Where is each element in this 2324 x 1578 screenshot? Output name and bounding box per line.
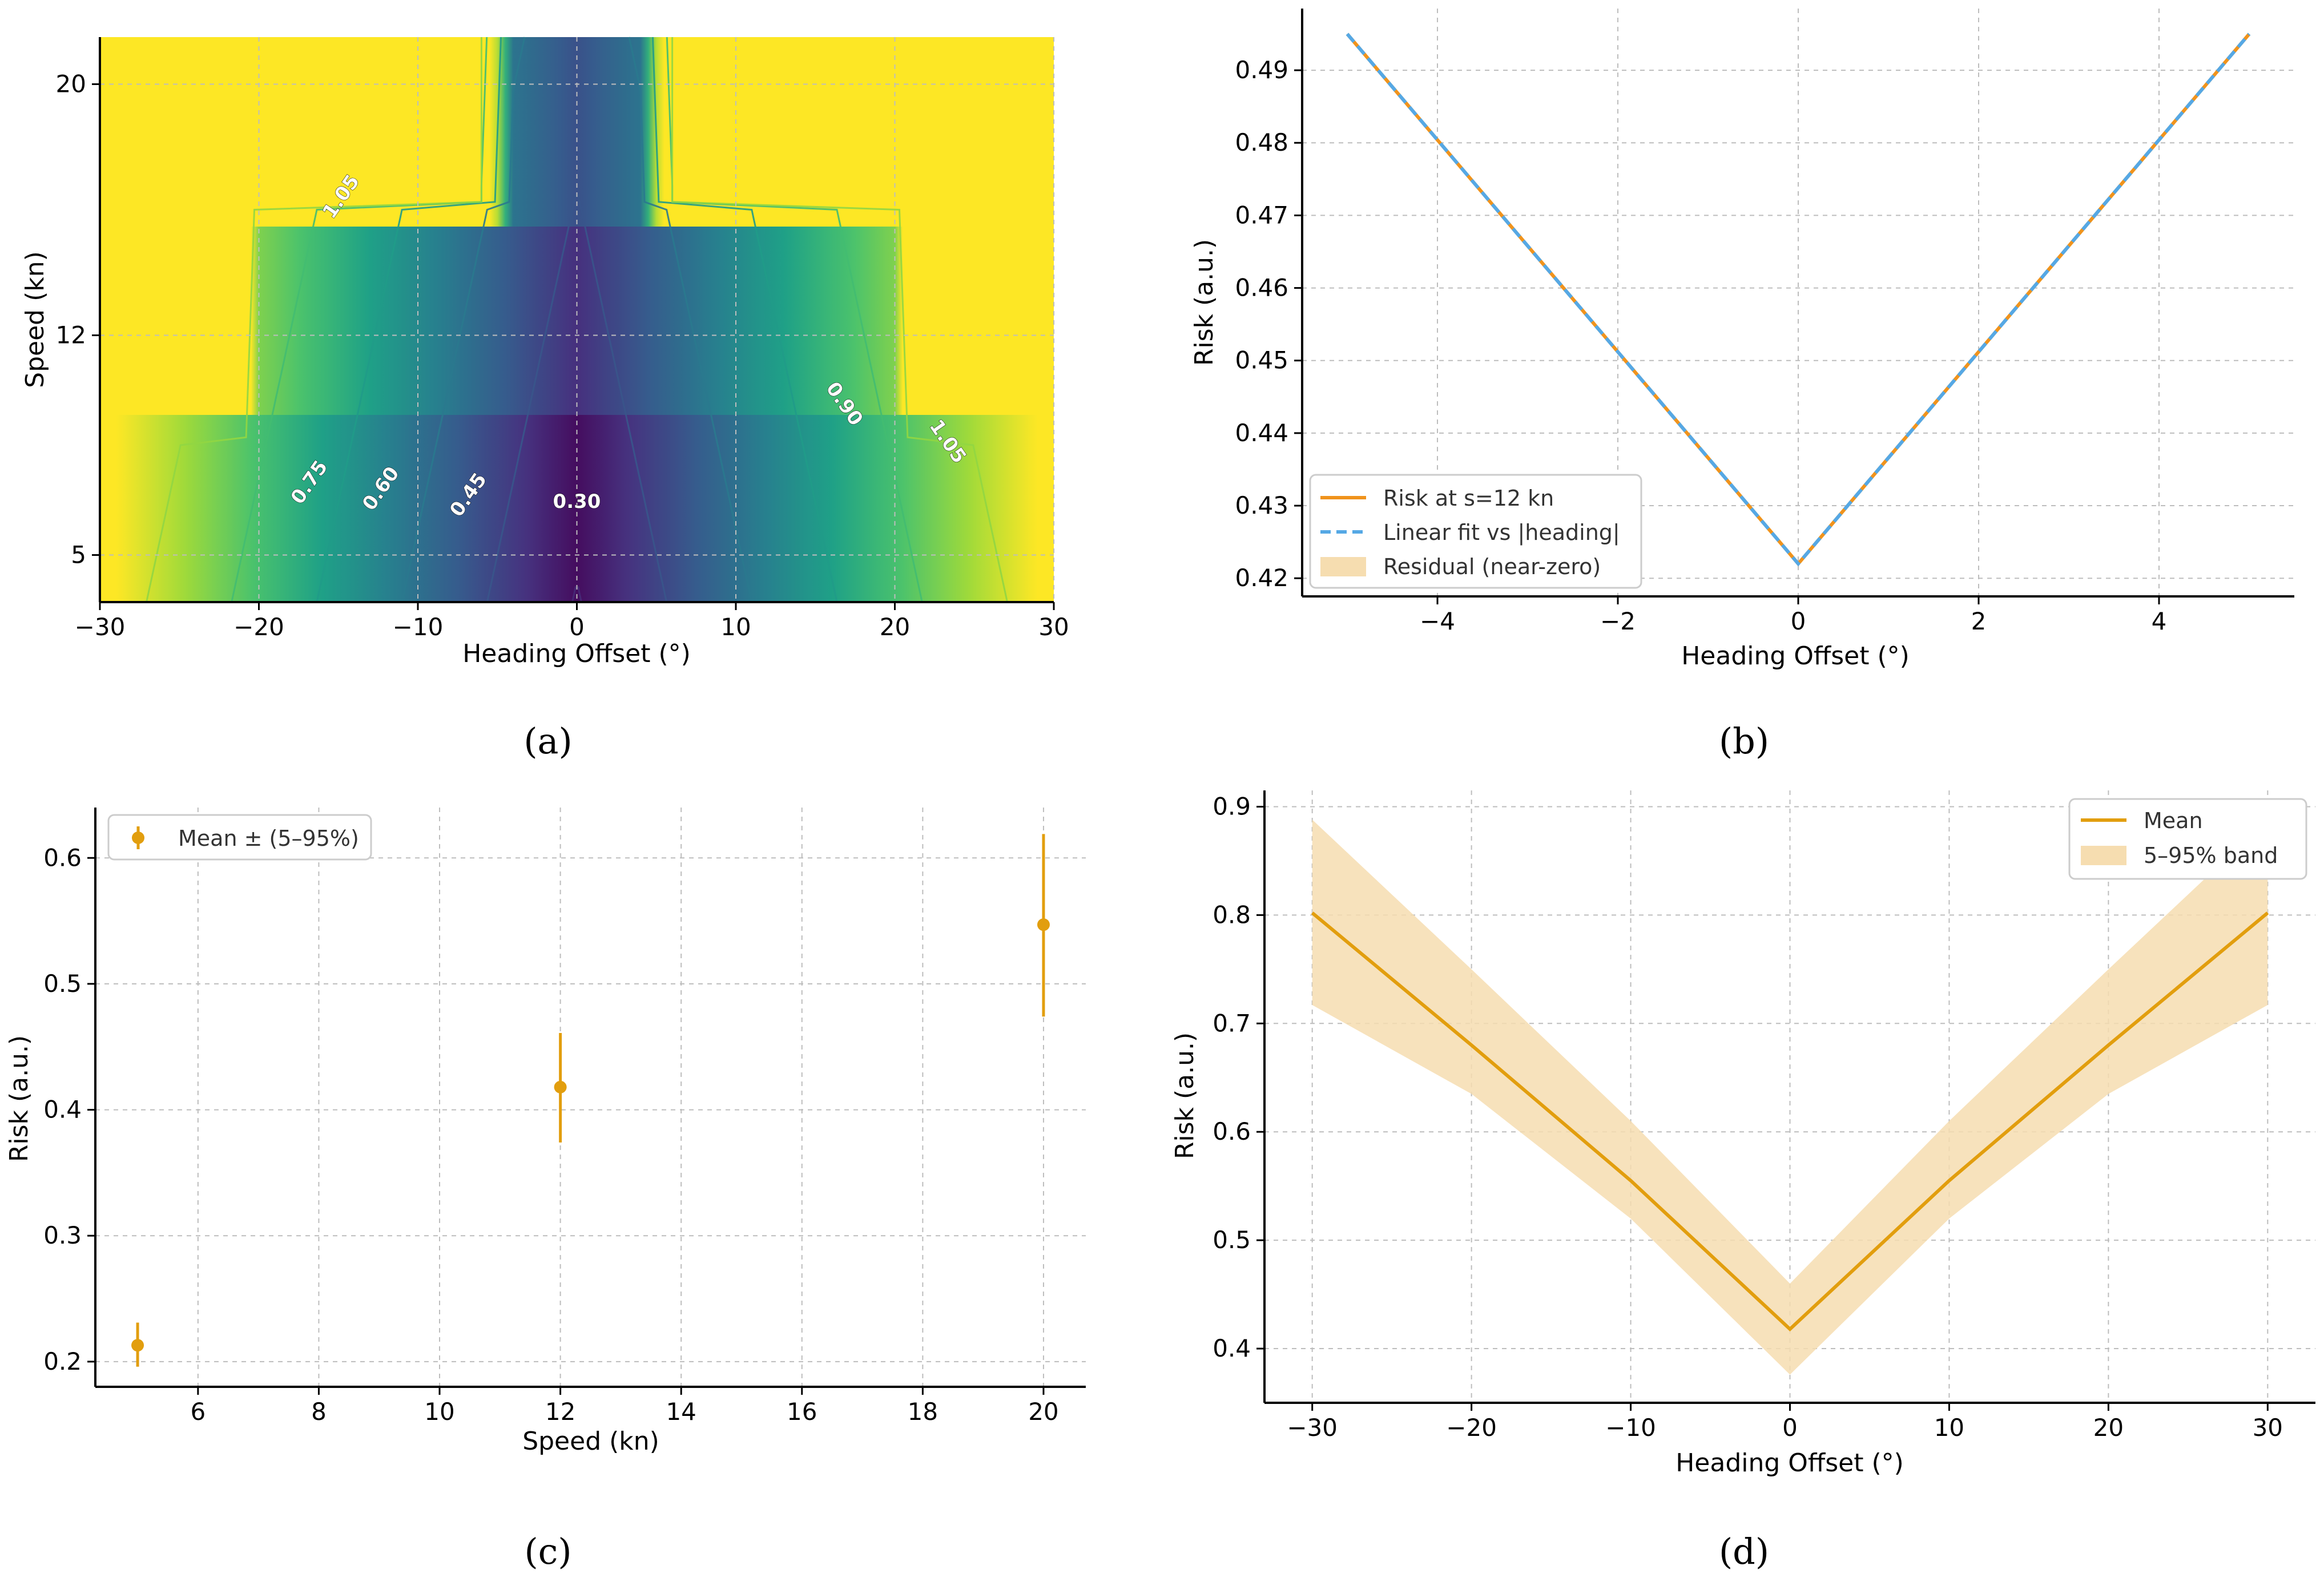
legend-label-band: 5–95% band: [2144, 843, 2278, 868]
legend-d: Mean 5–95% band: [2068, 798, 2307, 880]
y-tick-label: 0.4: [1213, 1334, 1251, 1362]
legend-box-c: [107, 814, 372, 861]
mean-point: [554, 1080, 567, 1093]
y-tick-label: 0.49: [1235, 56, 1288, 84]
y-tick-label: 0.5: [1213, 1226, 1251, 1254]
x-tick-label: 0: [1782, 1414, 1798, 1442]
y-tick-label: 0.47: [1235, 201, 1288, 229]
x-tick-label: 6: [190, 1398, 206, 1426]
x-tick-label: 30: [2253, 1414, 2283, 1442]
x-tick-label: 20: [2093, 1414, 2124, 1442]
x-tick-label: 0: [1791, 607, 1806, 635]
legend-box-b: [1309, 474, 1642, 589]
x-tick-label: 16: [787, 1398, 817, 1426]
y-tick-label: 0.7: [1213, 1009, 1251, 1037]
ylabel-c: Risk (a.u.): [5, 1035, 34, 1162]
y-tick-label: 0.5: [43, 970, 82, 998]
axes-c: [94, 808, 1086, 1388]
grid-a: [99, 37, 1054, 602]
y-tick-label: 0.6: [1213, 1117, 1251, 1145]
mean-point: [1037, 918, 1050, 931]
x-tick-label: 8: [311, 1398, 327, 1426]
series-c: [131, 834, 1050, 1367]
y-tick-label: 0.45: [1235, 346, 1288, 374]
x-tick-label: 0: [569, 613, 585, 641]
y-tick-label: 0.3: [43, 1221, 82, 1249]
ylabel-b: Risk (a.u.): [1190, 239, 1219, 366]
y-tick-label: 0.42: [1235, 564, 1288, 592]
series-b: [1346, 33, 2251, 567]
legend-b: Risk at s=12 kn Linear fit vs |heading| …: [1309, 474, 1642, 589]
y-tick-label: 0.8: [1213, 901, 1251, 929]
x-tick-label: 20: [880, 613, 910, 641]
ticks-a: −30 −20 −10 0 10 20 30 5 12 20: [56, 70, 1069, 641]
x-tick-label: 10: [1934, 1414, 1964, 1442]
x-tick-label: 2: [1971, 607, 1987, 635]
legend-box-d: [2068, 798, 2307, 880]
x-tick-label: 10: [720, 613, 751, 641]
legend-label-residual: Residual (near-zero): [1383, 554, 1601, 579]
x-tick-label: −10: [393, 613, 444, 641]
contour-label: 0.30: [553, 490, 601, 513]
ylabel-a: Speed (kn): [21, 251, 50, 388]
legend-swatch-band: [2081, 846, 2126, 865]
legend-label-mean-errorbar: Mean ± (5–95%): [178, 826, 359, 851]
x-tick-label: −30: [1287, 1414, 1338, 1442]
x-tick-label: 14: [666, 1398, 696, 1426]
legend-label-mean: Mean: [2144, 808, 2203, 833]
x-tick-label: 12: [545, 1398, 575, 1426]
ylabel-d: Risk (a.u.): [1170, 1032, 1199, 1159]
legend-c: Mean ± (5–95%): [107, 814, 372, 861]
x-tick-label: 10: [424, 1398, 454, 1426]
x-tick-label: 4: [2152, 607, 2167, 635]
ticks-c: 6 8 10 12 14 16 18 20 0.2 0.3 0.4 0.5 0.6: [43, 844, 1058, 1426]
y-tick-label: 0.46: [1235, 274, 1288, 302]
caption-c: (c): [524, 1531, 571, 1572]
legend-swatch-residual: [1320, 557, 1366, 576]
y-tick-label: 0.43: [1235, 491, 1288, 519]
y-tick-label: 0.44: [1235, 419, 1288, 447]
panel-c: 6 8 10 12 14 16 18 20 0.2 0.3 0.4 0.5 0.6 Mean ± (5–…: [5, 808, 1086, 1572]
x-tick-label: −20: [1446, 1414, 1497, 1442]
x-tick-label: 30: [1038, 613, 1069, 641]
mean-point: [131, 1339, 144, 1352]
linear-fit-line: [1346, 33, 2251, 567]
ticks-b: −4 −2 0 2 4 0.42 0.43 0.44 0.45 0.46 0.47 0.48 0.49: [1235, 56, 2166, 635]
ticks-d: −30 −20 −10 0 10 20 30 0.4 0.5 0.6 0.7 0.8 0.9: [1213, 792, 2283, 1442]
x-tick-label: 18: [908, 1398, 938, 1426]
legend-label-risk: Risk at s=12 kn: [1383, 486, 1554, 511]
y-tick-label: 0.9: [1213, 792, 1251, 820]
panel-d: −30 −20 −10 0 10 20 30 0.4 0.5 0.6 0.7 0.8 0.9 Mean …: [1170, 790, 2315, 1572]
xlabel-b: Heading Offset (°): [1681, 641, 1910, 671]
caption-b: (b): [1719, 720, 1769, 762]
y-tick-label: 0.48: [1235, 128, 1288, 156]
grid-c: [95, 808, 1086, 1387]
caption-a: (a): [523, 720, 572, 762]
xlabel-d: Heading Offset (°): [1675, 1448, 1904, 1478]
percentile-band: [1312, 820, 2268, 1375]
y-tick-label: 12: [56, 321, 86, 349]
x-tick-label: 20: [1028, 1398, 1058, 1426]
panel-a: 0.300.450.600.751.050.901.05 −30 −20 −10 0 1…: [21, 37, 1069, 762]
panel-b: −4 −2 0 2 40.420.430.440.450.460.470.480.49 …: [1190, 9, 2294, 762]
x-tick-label: −10: [1605, 1414, 1656, 1442]
x-tick-label: −2: [1600, 607, 1636, 635]
legend-swatch-marker: [132, 832, 144, 844]
y-tick-label: 20: [56, 70, 86, 98]
y-tick-label: 0.4: [43, 1096, 82, 1124]
xlabel-a: Heading Offset (°): [462, 639, 691, 668]
y-tick-label: 0.6: [43, 844, 82, 871]
mean-line: [1311, 911, 2269, 1332]
series-d: [1311, 820, 2269, 1375]
y-tick-label: 5: [71, 541, 86, 569]
x-tick-label: −20: [233, 613, 284, 641]
legend-label-linear-fit: Linear fit vs |heading|: [1383, 520, 1620, 546]
x-tick-label: −4: [1420, 607, 1455, 635]
y-tick-label: 0.2: [43, 1347, 82, 1375]
grid-d: [1264, 790, 2315, 1403]
x-tick-label: −30: [75, 613, 126, 641]
xlabel-c: Speed (kn): [522, 1427, 659, 1456]
caption-d: (d): [1719, 1531, 1769, 1572]
